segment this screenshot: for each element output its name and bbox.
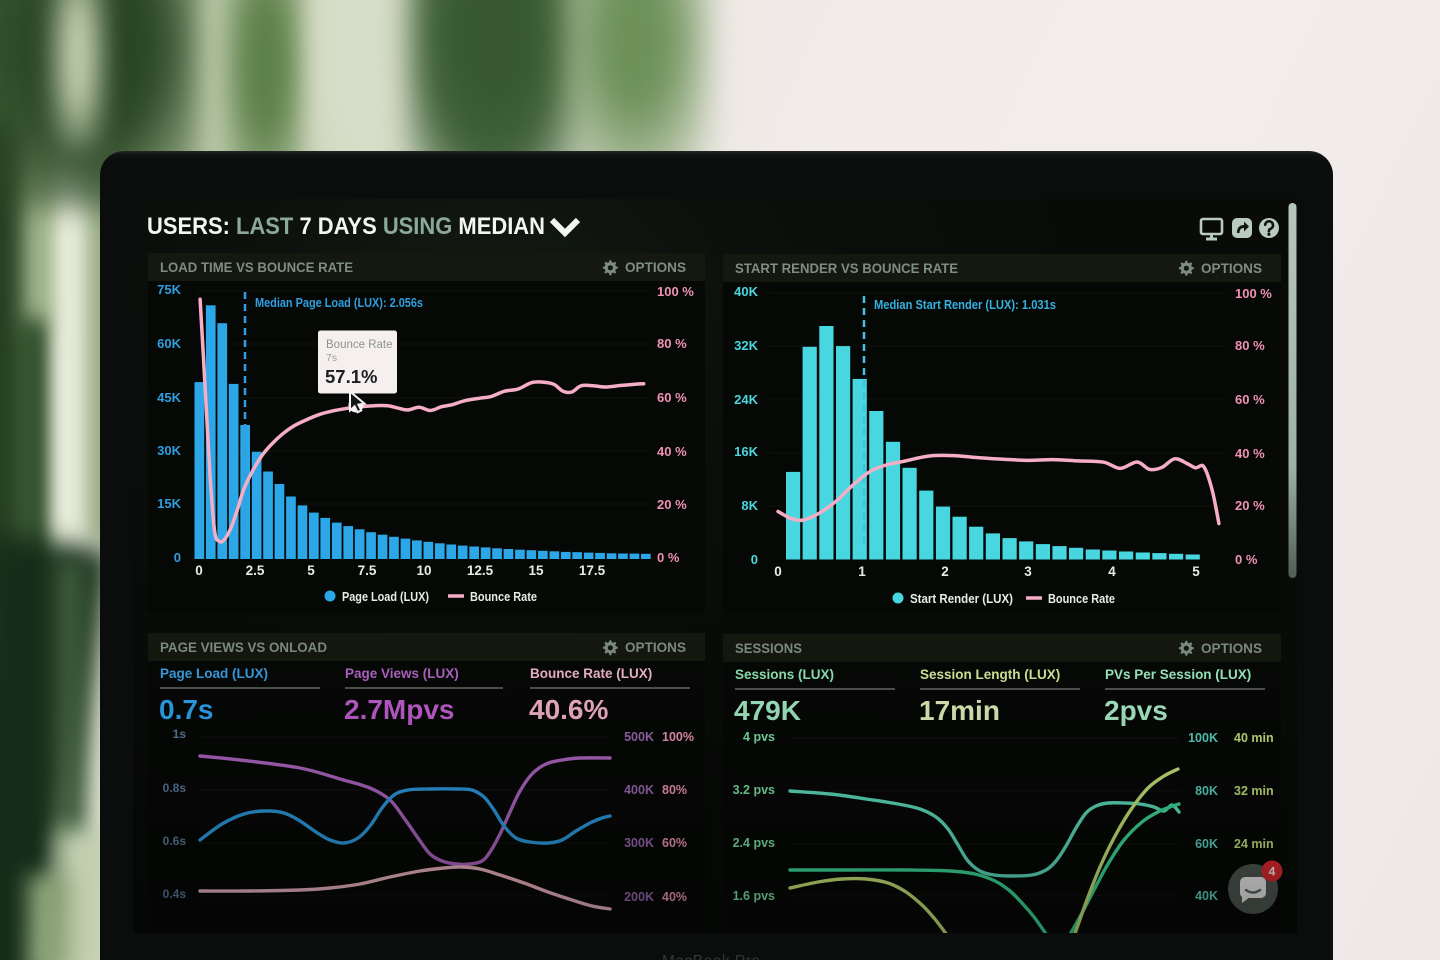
svg-text:3: 3 <box>1024 564 1032 579</box>
svg-text:60 %: 60 % <box>657 390 687 405</box>
svg-text:Bounce Rate: Bounce Rate <box>470 590 537 604</box>
svg-text:7s: 7s <box>326 352 337 364</box>
svg-text:0 %: 0 % <box>657 550 680 565</box>
svg-text:Page Load (LUX): Page Load (LUX) <box>342 590 429 604</box>
svg-text:80 %: 80 % <box>657 336 687 351</box>
svg-text:10: 10 <box>416 563 431 578</box>
svg-text:60 %: 60 % <box>1235 392 1265 407</box>
svg-text:40 %: 40 % <box>1235 446 1265 461</box>
svg-text:12.5: 12.5 <box>467 563 494 578</box>
svg-text:Start Render (LUX): Start Render (LUX) <box>910 592 1013 606</box>
svg-text:OPTIONS: OPTIONS <box>1201 261 1262 276</box>
svg-text:17.5: 17.5 <box>579 563 606 578</box>
svg-text:Median Start Render (LUX): 1.0: Median Start Render (LUX): 1.031s <box>874 297 1056 312</box>
svg-text:57.1%: 57.1% <box>325 366 377 387</box>
svg-text:60K: 60K <box>157 336 181 351</box>
svg-text:2: 2 <box>941 564 949 579</box>
svg-text:8K: 8K <box>741 498 758 513</box>
svg-text:0: 0 <box>195 563 203 578</box>
svg-text:32K: 32K <box>734 338 758 353</box>
svg-text:30K: 30K <box>157 443 181 458</box>
svg-text:100 %: 100 % <box>1235 286 1272 301</box>
svg-text:0: 0 <box>751 552 758 567</box>
svg-text:Bounce Rate: Bounce Rate <box>1048 592 1115 606</box>
svg-text:7.5: 7.5 <box>358 563 377 578</box>
svg-text:16K: 16K <box>734 444 758 459</box>
svg-text:5: 5 <box>307 563 315 578</box>
svg-text:20 %: 20 % <box>1235 498 1265 513</box>
svg-text:45K: 45K <box>157 390 181 405</box>
svg-text:0 %: 0 % <box>1235 552 1258 567</box>
svg-text:75K: 75K <box>157 282 181 297</box>
svg-text:5: 5 <box>1192 564 1200 579</box>
svg-text:100 %: 100 % <box>657 284 694 299</box>
svg-text:40K: 40K <box>734 284 758 299</box>
svg-text:Median Page Load (LUX): 2.056s: Median Page Load (LUX): 2.056s <box>255 295 423 310</box>
svg-text:OPTIONS: OPTIONS <box>625 260 686 275</box>
svg-text:2.5: 2.5 <box>246 563 265 578</box>
svg-text:Bounce Rate: Bounce Rate <box>326 339 393 351</box>
svg-text:15K: 15K <box>157 496 181 511</box>
svg-text:15: 15 <box>528 563 544 578</box>
svg-text:START RENDER VS BOUNCE RATE: START RENDER VS BOUNCE RATE <box>735 261 958 276</box>
svg-text:80 %: 80 % <box>1235 338 1265 353</box>
svg-text:4: 4 <box>1108 564 1116 579</box>
svg-text:1: 1 <box>858 564 866 579</box>
svg-text:LOAD TIME VS BOUNCE RATE: LOAD TIME VS BOUNCE RATE <box>160 260 353 275</box>
svg-text:24K: 24K <box>734 392 758 407</box>
svg-text:USERS: LAST 7 DAYS USING MEDIA: USERS: LAST 7 DAYS USING MEDIAN <box>147 213 545 240</box>
svg-text:0: 0 <box>774 564 782 579</box>
svg-text:40 %: 40 % <box>657 444 687 459</box>
svg-text:0: 0 <box>174 550 181 565</box>
svg-text:20 %: 20 % <box>657 497 687 512</box>
svg-text:MacBook Pro: MacBook Pro <box>662 953 761 960</box>
